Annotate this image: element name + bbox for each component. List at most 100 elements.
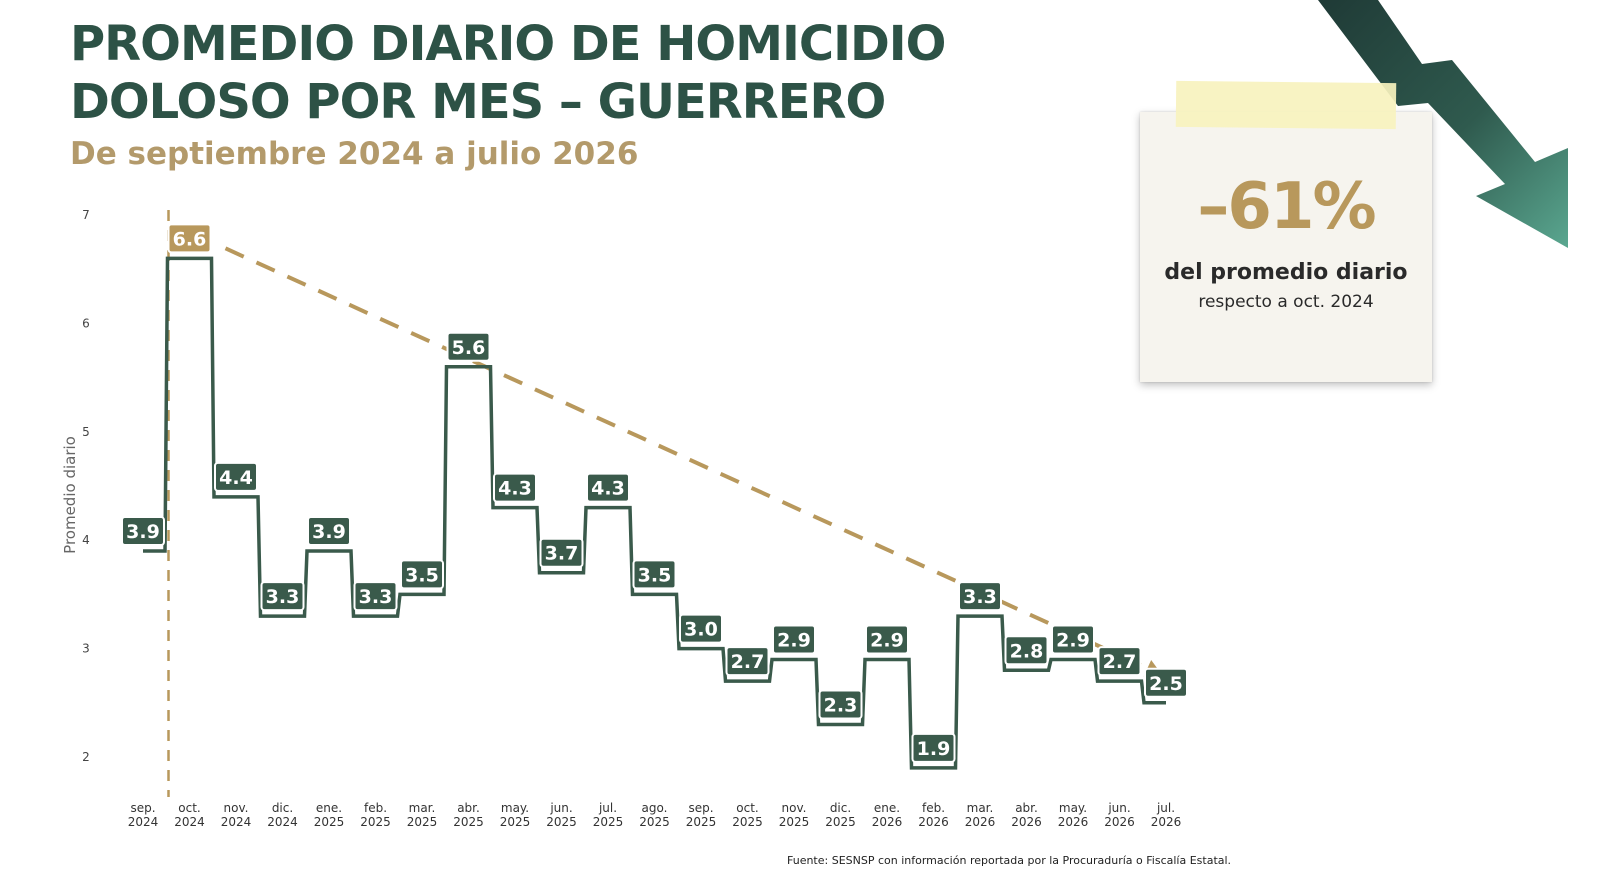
- data-label: 2.7: [1097, 646, 1142, 677]
- x-tick-label: may. 2026: [1058, 801, 1089, 829]
- x-tick-label: ago. 2025: [639, 801, 670, 829]
- x-tick-label: nov. 2025: [779, 801, 810, 829]
- data-label-text: 2.5: [1149, 673, 1183, 695]
- data-label-box: [1097, 646, 1142, 677]
- data-label-box: [818, 689, 863, 720]
- y-axis-label: Promedio diario: [61, 436, 79, 554]
- data-label-text: 4.4: [219, 467, 253, 489]
- data-label-box: [446, 331, 491, 362]
- x-tick-label: may. 2025: [500, 801, 531, 829]
- data-label: 2.5: [1144, 667, 1188, 698]
- data-label: 5.6: [446, 331, 491, 362]
- x-tick-label: nov. 2024: [221, 801, 252, 829]
- data-label-box: [260, 581, 305, 612]
- data-label-box: [725, 646, 770, 677]
- data-label: 2.8: [1004, 635, 1049, 666]
- summary-text-sub: respecto a oct. 2024: [1198, 292, 1374, 312]
- data-label: 6.6: [167, 223, 212, 254]
- data-label: 3.9: [121, 516, 165, 547]
- data-series: [143, 256, 1166, 770]
- data-label-text: 3.0: [684, 619, 718, 641]
- data-label-box: [167, 223, 212, 254]
- x-tick-label: ene. 2026: [872, 801, 903, 829]
- source-note: Fuente: SESNSP con información reportada…: [787, 854, 1232, 867]
- summary-note-card: –61% del promedio diario respecto a oct.…: [1140, 112, 1432, 382]
- series-step-line: [143, 256, 1166, 770]
- x-tick-label: abr. 2025: [453, 801, 484, 829]
- x-tick-label: mar. 2025: [407, 801, 438, 829]
- x-tick-label: oct. 2024: [174, 801, 205, 829]
- data-label-text: 3.5: [405, 564, 439, 586]
- data-labels: 3.9 6.6 4.4 3.3 3.9 3.3 3.5 5.6 4.3 3.7 4.3 3.5 3.0 2…: [121, 223, 1188, 763]
- x-tick-label: sep. 2025: [686, 801, 717, 829]
- data-label: 2.3: [818, 689, 863, 720]
- y-tick-label: 3: [82, 642, 90, 656]
- x-tick-label: mar. 2026: [965, 801, 996, 829]
- y-tick-label: 2: [82, 750, 90, 764]
- data-label-text: 2.9: [870, 629, 904, 651]
- data-label-box: [493, 472, 537, 503]
- data-label: 4.3: [586, 472, 630, 503]
- data-label-text: 2.7: [1103, 651, 1137, 673]
- chart-subtitle: De septiembre 2024 a julio 2026: [70, 136, 639, 172]
- data-label: 3.3: [260, 581, 305, 612]
- data-label-box: [121, 516, 165, 547]
- data-label-text: 3.9: [126, 521, 160, 543]
- x-tick-label: jul. 2025: [593, 801, 624, 829]
- data-label: 3.3: [353, 581, 398, 612]
- data-label-box: [958, 581, 1002, 612]
- data-label-text: 3.3: [266, 586, 300, 608]
- data-label-box: [865, 624, 909, 655]
- data-label-box: [1144, 667, 1188, 698]
- data-label-text: 2.8: [1010, 640, 1044, 662]
- x-tick-label: feb. 2026: [918, 801, 949, 829]
- trend-line: [224, 246, 1163, 677]
- data-label: 3.7: [539, 537, 584, 568]
- x-tick-label: dic. 2025: [825, 801, 856, 829]
- data-label: 3.0: [679, 613, 723, 644]
- data-label-box: [307, 516, 351, 547]
- data-label-box: [353, 581, 398, 612]
- data-label-box: [772, 624, 816, 655]
- chart-title-line1: PROMEDIO DIARIO DE HOMICIDIO: [70, 16, 946, 72]
- x-tick-label: jun. 2026: [1104, 801, 1135, 829]
- data-label-text: 3.3: [963, 586, 997, 608]
- data-label: 3.5: [632, 559, 677, 590]
- data-label-text: 2.3: [824, 694, 858, 716]
- data-label: 2.9: [772, 624, 816, 655]
- y-tick-label: 4: [82, 533, 90, 547]
- y-axis: 2 3 4 5 6 7 Promedio diario: [61, 208, 90, 764]
- data-label-text: 3.7: [545, 543, 579, 565]
- y-tick-label: 7: [82, 208, 90, 222]
- data-label-box: [679, 613, 723, 644]
- data-label: 3.3: [958, 581, 1002, 612]
- data-label: 2.9: [865, 624, 909, 655]
- data-label-box: [632, 559, 677, 590]
- x-tick-label: dic. 2024: [267, 801, 298, 829]
- summary-text-main: del promedio diario: [1164, 260, 1408, 285]
- data-label-text: 3.5: [638, 564, 672, 586]
- data-label-box: [400, 559, 444, 590]
- x-tick-label: ene. 2025: [314, 801, 345, 829]
- x-axis: sep. 2024 oct. 2024 nov. 2024 dic. 2024 ene. 2025…: [128, 801, 1182, 829]
- data-label: 4.4: [214, 461, 258, 492]
- x-tick-label: jul. 2026: [1151, 801, 1182, 829]
- data-label-text: 6.6: [173, 228, 207, 250]
- data-label-text: 4.3: [591, 478, 625, 500]
- x-tick-label: sep. 2024: [128, 801, 159, 829]
- data-label-text: 2.9: [1056, 629, 1090, 651]
- data-label-text: 3.3: [359, 586, 393, 608]
- data-label-box: [1004, 635, 1049, 666]
- data-label: 2.7: [725, 646, 770, 677]
- data-label-text: 2.7: [731, 651, 765, 673]
- data-label-text: 3.9: [312, 521, 346, 543]
- data-label-box: [586, 472, 630, 503]
- data-label-box: [911, 732, 956, 763]
- chart-title-line2: DOLOSO POR MES – GUERRERO: [70, 74, 886, 130]
- data-label: 3.5: [400, 559, 444, 590]
- data-label: 4.3: [493, 472, 537, 503]
- x-tick-label: oct. 2025: [732, 801, 763, 829]
- data-label: 2.9: [1051, 624, 1095, 655]
